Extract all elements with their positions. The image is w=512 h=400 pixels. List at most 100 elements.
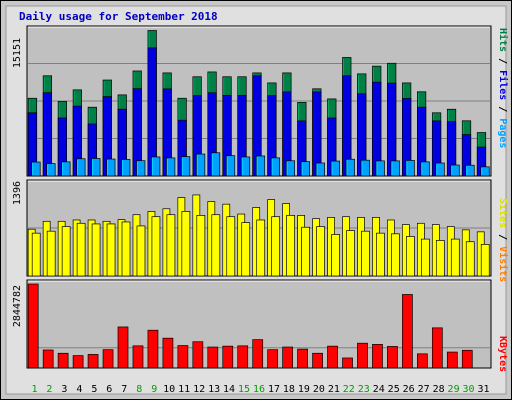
bar-kbytes-9 xyxy=(147,329,159,369)
bar-visits-2 xyxy=(46,230,56,277)
bar-pages-22 xyxy=(345,158,355,177)
bar-visits-31 xyxy=(480,244,490,277)
svg-text:Sites / Visits: Sites / Visits xyxy=(497,198,509,282)
bar-pages-24 xyxy=(375,160,385,177)
bar-visits-30 xyxy=(465,241,475,277)
bar-visits-25 xyxy=(391,233,400,277)
bar-pages-23 xyxy=(360,159,370,177)
bar-kbytes-3 xyxy=(57,352,69,369)
x-tick-label: 1 xyxy=(31,384,37,395)
x-axis-labels: 1 2 3 4 5 6 7 8 9 10 11 12 13 14 15 16 17 18 19 20 21 22 23 24 2… xyxy=(31,384,489,395)
legend-files: Files xyxy=(497,70,509,100)
bar-kbytes-23 xyxy=(357,342,368,369)
bar-pages-31 xyxy=(480,166,490,177)
bar-visits-14 xyxy=(226,216,236,277)
bar-kbytes-22 xyxy=(342,357,353,369)
legend-pages: Pages xyxy=(497,118,508,148)
x-tick-label: 3 xyxy=(61,384,67,395)
bar-visits-7 xyxy=(121,221,131,277)
bar-pages-13 xyxy=(210,152,221,177)
x-tick-label: 16 xyxy=(253,384,265,395)
bar-visits-1 xyxy=(31,232,41,277)
bar-pages-30 xyxy=(465,164,475,177)
x-tick-label: 28 xyxy=(433,384,445,395)
x-tick-label: 19 xyxy=(298,384,310,395)
bar-visits-26 xyxy=(406,236,415,277)
bar-pages-27 xyxy=(420,161,430,177)
x-tick-label: 31 xyxy=(477,384,489,395)
bar-visits-10 xyxy=(166,214,176,277)
bar-visits-9 xyxy=(151,216,161,277)
bar-kbytes-26 xyxy=(402,294,413,369)
bar-kbytes-7 xyxy=(117,326,129,369)
bar-kbytes-16 xyxy=(252,339,264,369)
bar-kbytes-1 xyxy=(27,283,39,369)
hits-files-pages-panel xyxy=(26,25,492,177)
bar-pages-17 xyxy=(270,157,281,177)
bar-visits-27 xyxy=(421,238,430,277)
bar-visits-18 xyxy=(286,215,296,277)
bar-kbytes-10 xyxy=(162,337,174,369)
bar-pages-9 xyxy=(151,156,161,177)
bar-pages-21 xyxy=(330,160,340,177)
bar-visits-15 xyxy=(241,222,251,277)
kbytes-panel xyxy=(26,279,492,369)
bar-kbytes-18 xyxy=(282,346,294,369)
x-tick-label: 24 xyxy=(373,384,385,395)
x-tick-label: 12 xyxy=(193,384,205,395)
sites-visits-panel xyxy=(26,179,492,277)
bar-kbytes-14 xyxy=(222,345,234,369)
bar-pages-4 xyxy=(76,158,86,177)
x-tick-label: 8 xyxy=(136,384,142,395)
x-tick-label: 27 xyxy=(418,384,430,395)
x-tick-label: 13 xyxy=(208,384,220,395)
bar-pages-5 xyxy=(91,158,101,177)
bar-visits-22 xyxy=(346,230,355,277)
bar-pages-2 xyxy=(46,163,56,177)
bar-visits-16 xyxy=(256,219,266,277)
bar-pages-6 xyxy=(106,158,116,177)
x-tick-label: 7 xyxy=(121,384,127,395)
x-tick-label: 30 xyxy=(463,384,475,395)
bar-visits-17 xyxy=(271,216,281,277)
bar-visits-11 xyxy=(181,211,191,277)
x-tick-label: 2 xyxy=(46,384,52,395)
bar-kbytes-6 xyxy=(102,349,114,369)
svg-text:Hits / Files / Pages: Hits / Files / Pages xyxy=(497,28,509,148)
bar-kbytes-8 xyxy=(132,345,144,369)
x-tick-label: 17 xyxy=(268,384,280,395)
bar-pages-29 xyxy=(450,164,460,177)
bar-kbytes-19 xyxy=(297,348,308,369)
x-tick-label: 5 xyxy=(91,384,97,395)
bar-visits-8 xyxy=(136,225,146,277)
legend-kbytes: KBytes xyxy=(497,336,508,372)
bar-pages-10 xyxy=(166,157,176,177)
bar-visits-20 xyxy=(316,226,325,277)
bar-pages-7 xyxy=(121,159,131,177)
bar-kbytes-29 xyxy=(446,351,458,369)
bar-pages-16 xyxy=(255,155,266,177)
bar-visits-21 xyxy=(331,234,340,277)
bar-pages-18 xyxy=(285,160,296,177)
x-tick-label: 14 xyxy=(223,384,235,395)
bar-kbytes-11 xyxy=(177,345,189,369)
bar-kbytes-12 xyxy=(192,341,204,369)
bar-pages-25 xyxy=(390,160,400,177)
bar-kbytes-5 xyxy=(87,354,99,369)
chart-title: Daily usage for September 2018 xyxy=(19,10,218,23)
x-tick-label: 9 xyxy=(151,384,157,395)
x-tick-label: 15 xyxy=(238,384,250,395)
bar-kbytes-24 xyxy=(372,344,383,369)
bar-kbytes-15 xyxy=(237,345,249,369)
bar-pages-8 xyxy=(136,160,146,177)
x-tick-label: 6 xyxy=(106,384,112,395)
bar-kbytes-13 xyxy=(207,346,219,369)
bar-pages-20 xyxy=(315,162,325,177)
x-tick-label: 26 xyxy=(403,384,415,395)
bar-pages-14 xyxy=(225,155,236,177)
bar-visits-4 xyxy=(76,222,86,277)
bar-pages-1 xyxy=(31,161,41,177)
x-tick-label: 25 xyxy=(388,384,400,395)
x-tick-label: 10 xyxy=(163,384,175,395)
